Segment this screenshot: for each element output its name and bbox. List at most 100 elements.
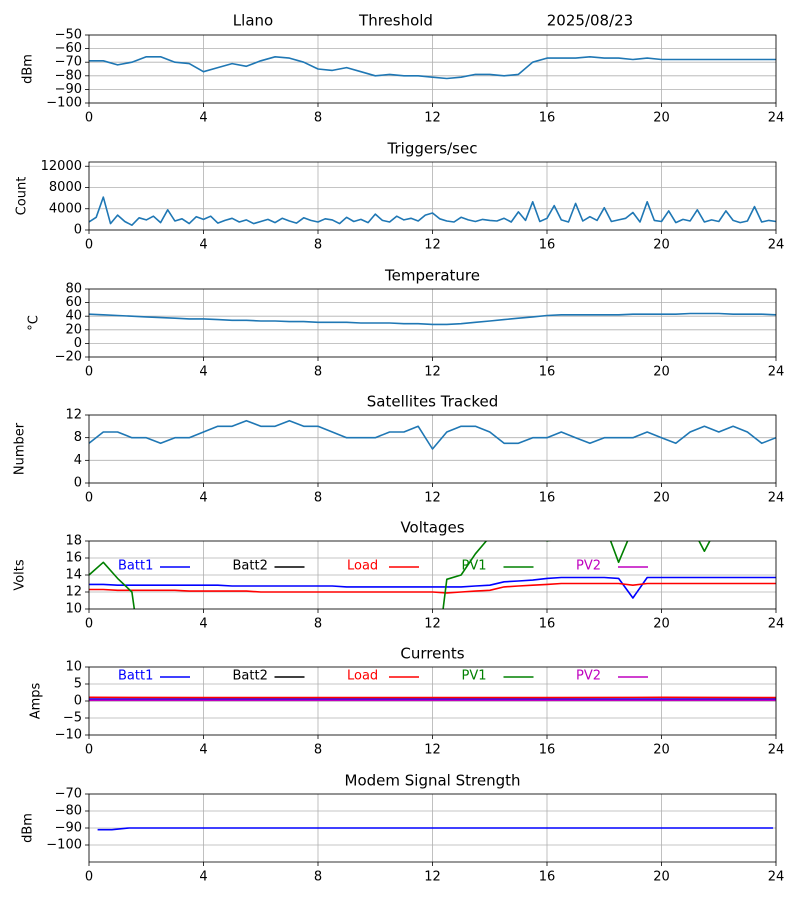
x-tick-label: 24 (768, 238, 785, 253)
x-tick-label: 8 (314, 365, 322, 380)
x-tick-label: 20 (653, 870, 670, 885)
x-tick-label: 8 (314, 617, 322, 632)
y-tick-label: 5 (74, 677, 82, 692)
y-axis-label: dBm (21, 54, 36, 84)
y-tick-label: 10 (65, 602, 82, 617)
panel: Currents 0 4 8 12 16 20 24 −10 −5 0 5 10 Amps Batt1 Bat… (29, 645, 785, 758)
legend-label: Batt2 (233, 559, 268, 574)
x-tick-label: 0 (85, 491, 93, 506)
y-tick-label: −80 (55, 804, 82, 819)
y-tick-label: 12000 (41, 159, 82, 174)
y-tick-label: 20 (65, 322, 82, 337)
panel-title: Modem Signal Strength (345, 772, 521, 790)
x-tick-label: 24 (768, 111, 785, 126)
y-axis-label: dBm (21, 813, 36, 843)
y-axis-label: °C (27, 315, 42, 331)
x-tick-label: 0 (85, 870, 93, 885)
x-tick-label: 4 (199, 238, 207, 253)
legend-label: PV2 (576, 669, 601, 684)
x-tick-label: 16 (539, 491, 556, 506)
x-tick-label: 20 (653, 617, 670, 632)
x-tick-label: 0 (85, 111, 93, 126)
header-text: Threshold (358, 12, 433, 30)
panel: Llano Threshold 2025/08/230 4 8 12 16 20 24−100−… (21, 12, 785, 126)
x-tick-label: 24 (768, 743, 785, 758)
x-tick-label: 4 (199, 870, 207, 885)
panel: Modem Signal Strength 0 4 8 12 16 20 24 −100 −90 −… (21, 772, 785, 885)
y-tick-label: −90 (55, 82, 82, 97)
x-tick-label: 20 (653, 365, 670, 380)
panel-title: Currents (400, 645, 464, 663)
header-text: 2025/08/23 (547, 12, 633, 30)
y-axis-label: Count (15, 177, 30, 216)
x-tick-label: 16 (539, 617, 556, 632)
y-tick-label: −70 (55, 787, 82, 802)
data-line (89, 312, 776, 326)
axes-frame (88, 414, 777, 484)
panel-title: Voltages (400, 519, 464, 537)
y-tick-label: 60 (65, 295, 82, 310)
x-tick-label: 0 (85, 617, 93, 632)
x-tick-label: 8 (314, 111, 322, 126)
x-tick-label: 4 (199, 365, 207, 380)
x-tick-label: 4 (199, 743, 207, 758)
y-tick-label: −50 (55, 28, 82, 43)
x-tick-label: 24 (768, 870, 785, 885)
x-tick-label: 12 (424, 870, 441, 885)
y-tick-label: −100 (46, 96, 82, 111)
y-tick-label: 0 (74, 223, 82, 238)
legend-label: Load (347, 559, 378, 574)
axes-frame (88, 793, 777, 863)
panel: Satellites Tracked 0 4 8 12 16 20 24 0 4 8 12 Number (13, 393, 785, 506)
x-tick-label: 0 (85, 743, 93, 758)
x-tick-label: 24 (768, 365, 785, 380)
data-line (89, 56, 776, 80)
x-tick-label: 16 (539, 111, 556, 126)
y-tick-label: −5 (63, 711, 82, 726)
y-tick-label: 40 (65, 309, 82, 324)
legend-label: Batt1 (118, 669, 153, 684)
x-tick-label: 4 (199, 617, 207, 632)
axes-frame (88, 34, 777, 104)
x-tick-label: 4 (199, 111, 207, 126)
y-tick-label: 80 (65, 282, 82, 297)
axes-frame (88, 288, 777, 358)
x-tick-label: 8 (314, 743, 322, 758)
header-text: Llano (233, 12, 273, 30)
panel-title: Temperature (384, 267, 480, 285)
x-tick-label: 16 (539, 238, 556, 253)
y-tick-label: 10 (65, 660, 82, 675)
y-tick-label: 14 (65, 568, 82, 583)
y-tick-label: −80 (55, 68, 82, 83)
legend-label: PV1 (462, 559, 487, 574)
x-tick-label: 24 (768, 491, 785, 506)
y-axis-label: Volts (13, 559, 28, 591)
panel-title: Satellites Tracked (367, 393, 498, 411)
axes-frame (88, 540, 777, 610)
legend-label: Load (347, 669, 378, 684)
x-tick-label: 8 (314, 870, 322, 885)
x-tick-label: 16 (539, 870, 556, 885)
y-tick-label: −60 (55, 41, 82, 56)
panel: Triggers/sec 0 4 8 12 16 20 24 0 4000 8000 12000 Cou… (15, 140, 785, 253)
data-line (89, 576, 776, 599)
y-tick-label: −90 (55, 821, 82, 836)
y-tick-label: −70 (55, 55, 82, 70)
y-tick-label: 12 (65, 585, 82, 600)
x-tick-label: 20 (653, 238, 670, 253)
y-tick-label: 16 (65, 551, 82, 566)
x-tick-label: 24 (768, 617, 785, 632)
x-tick-label: 20 (653, 111, 670, 126)
y-tick-label: 0 (74, 476, 82, 491)
x-tick-label: 4 (199, 491, 207, 506)
x-tick-label: 16 (539, 743, 556, 758)
x-tick-label: 20 (653, 743, 670, 758)
y-tick-label: 4 (74, 453, 82, 468)
x-tick-label: 12 (424, 111, 441, 126)
y-axis-label: Number (13, 422, 28, 475)
y-tick-label: 12 (65, 408, 82, 423)
y-tick-label: 18 (65, 534, 82, 549)
